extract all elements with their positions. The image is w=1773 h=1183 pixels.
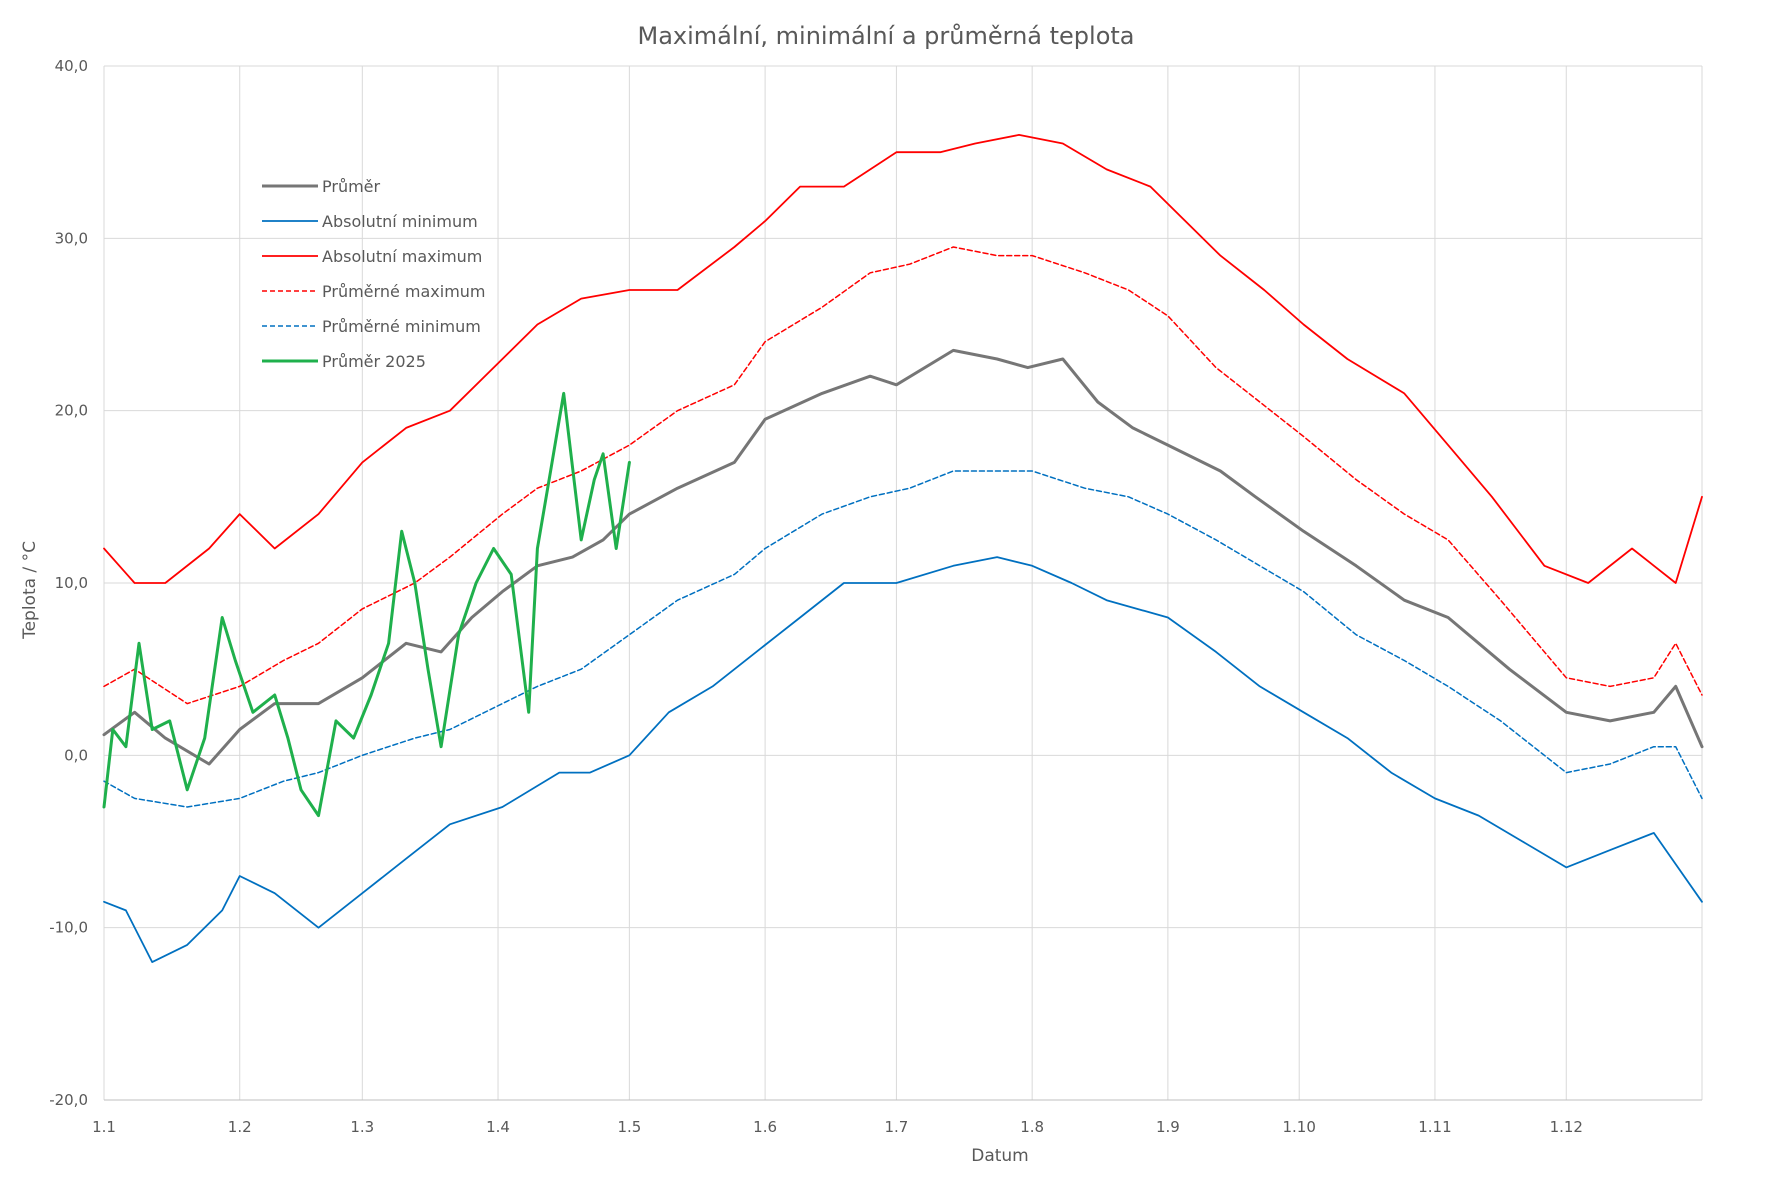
- legend: Průměr Absolutní minimum Absolutní maximum…: [262, 177, 486, 371]
- series-line-2: [103, 134, 1703, 584]
- legend-label-4: Průměrné minimum: [322, 317, 481, 336]
- x-tick-label: 1.8: [1020, 1118, 1044, 1136]
- y-axis-label: Teplota / °C: [20, 541, 40, 640]
- x-tick-label: 1.7: [885, 1118, 909, 1136]
- legend-label-3: Průměrné maximum: [322, 282, 486, 301]
- legend-label-0: Průměr: [322, 177, 381, 196]
- series-line-5: [102, 391, 631, 818]
- y-tick-label: 40,0: [55, 57, 88, 75]
- y-tick-label: 30,0: [55, 229, 88, 247]
- y-tick-label: 0,0: [64, 746, 88, 764]
- x-tick-label: 1.1: [92, 1118, 116, 1136]
- series-line-3: [103, 246, 1703, 705]
- y-tick-label: 20,0: [55, 402, 88, 420]
- x-tick-label: 1.11: [1418, 1118, 1451, 1136]
- x-axis-label: Datum: [971, 1146, 1029, 1166]
- y-tick-label: 10,0: [55, 574, 88, 592]
- y-tick-labels: -20,0 -10,0 0,0 10,0 20,0 30,0 40,0: [49, 57, 88, 1109]
- x-tick-label: 1.6: [753, 1118, 777, 1136]
- series-layer: [102, 134, 1704, 963]
- x-tick-label: 1.2: [228, 1118, 252, 1136]
- y-tick-label: -10,0: [49, 919, 88, 937]
- x-tick-label: 1.5: [617, 1118, 641, 1136]
- legend-label-1: Absolutní minimum: [322, 212, 478, 231]
- chart-title: Maximální, minimální a průměrná teplota: [637, 22, 1134, 50]
- series-line-1: [103, 556, 1703, 963]
- x-tick-label: 1.12: [1550, 1118, 1583, 1136]
- x-tick-labels: 1.1 1.2 1.3 1.4 1.5 1.6 1.7 1.8 1.9 1.10 1.11 1.12: [92, 1118, 1583, 1136]
- x-tick-label: 1.4: [486, 1118, 510, 1136]
- legend-label-2: Absolutní maximum: [322, 247, 482, 266]
- y-tick-label: -20,0: [49, 1091, 88, 1109]
- series-line-0: [102, 348, 1704, 766]
- x-tick-label: 1.9: [1156, 1118, 1180, 1136]
- x-tick-label: 1.3: [350, 1118, 374, 1136]
- series-line-4: [103, 470, 1703, 808]
- legend-label-5: Průměr 2025: [322, 352, 426, 371]
- x-tick-label: 1.10: [1283, 1118, 1316, 1136]
